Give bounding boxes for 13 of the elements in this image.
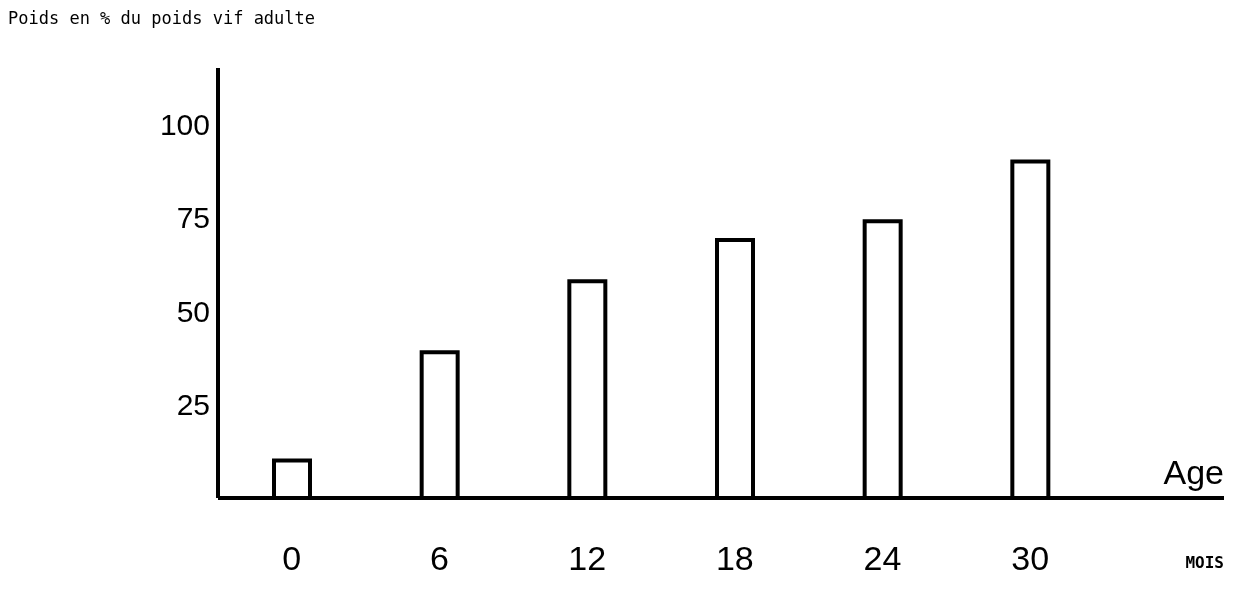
y-tick-label: 75 bbox=[176, 201, 210, 235]
x-tick-label: 24 bbox=[863, 539, 902, 578]
x-tick-label: 30 bbox=[1011, 539, 1050, 578]
y-axis-title: Poids en % du poids vif adulte bbox=[8, 8, 316, 28]
y-tick-label: 50 bbox=[176, 294, 210, 328]
y-tick-label: 100 bbox=[159, 107, 210, 141]
annotation: Age bbox=[1163, 453, 1224, 492]
x-tick-label: 18 bbox=[715, 539, 754, 578]
x-tick-label: 12 bbox=[568, 539, 607, 578]
y-tick-label: 25 bbox=[176, 388, 210, 422]
x-axis-title: MOIS bbox=[1185, 553, 1224, 572]
x-tick-label: 6 bbox=[430, 539, 449, 578]
x-tick-label: 0 bbox=[282, 539, 302, 578]
